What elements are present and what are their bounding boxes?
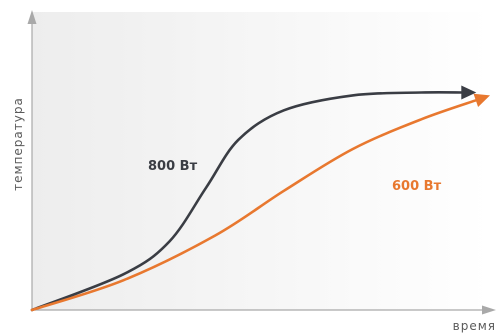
series-label-800: 800 Вт <box>148 159 198 174</box>
y-axis-arrow-icon <box>27 10 37 24</box>
series-line-0 <box>30 90 465 312</box>
series-label-600: 600 Вт <box>392 179 442 194</box>
x-axis-label: время <box>453 319 496 333</box>
y-axis-label: температура <box>11 97 25 191</box>
series-arrow-icon-1 <box>473 93 490 107</box>
x-axis-arrow-icon <box>482 305 496 315</box>
series-layer <box>30 85 490 312</box>
series-arrow-icon-0 <box>461 85 477 100</box>
series-line-1 <box>30 98 479 312</box>
plot-background <box>32 12 490 310</box>
axes <box>27 10 496 315</box>
